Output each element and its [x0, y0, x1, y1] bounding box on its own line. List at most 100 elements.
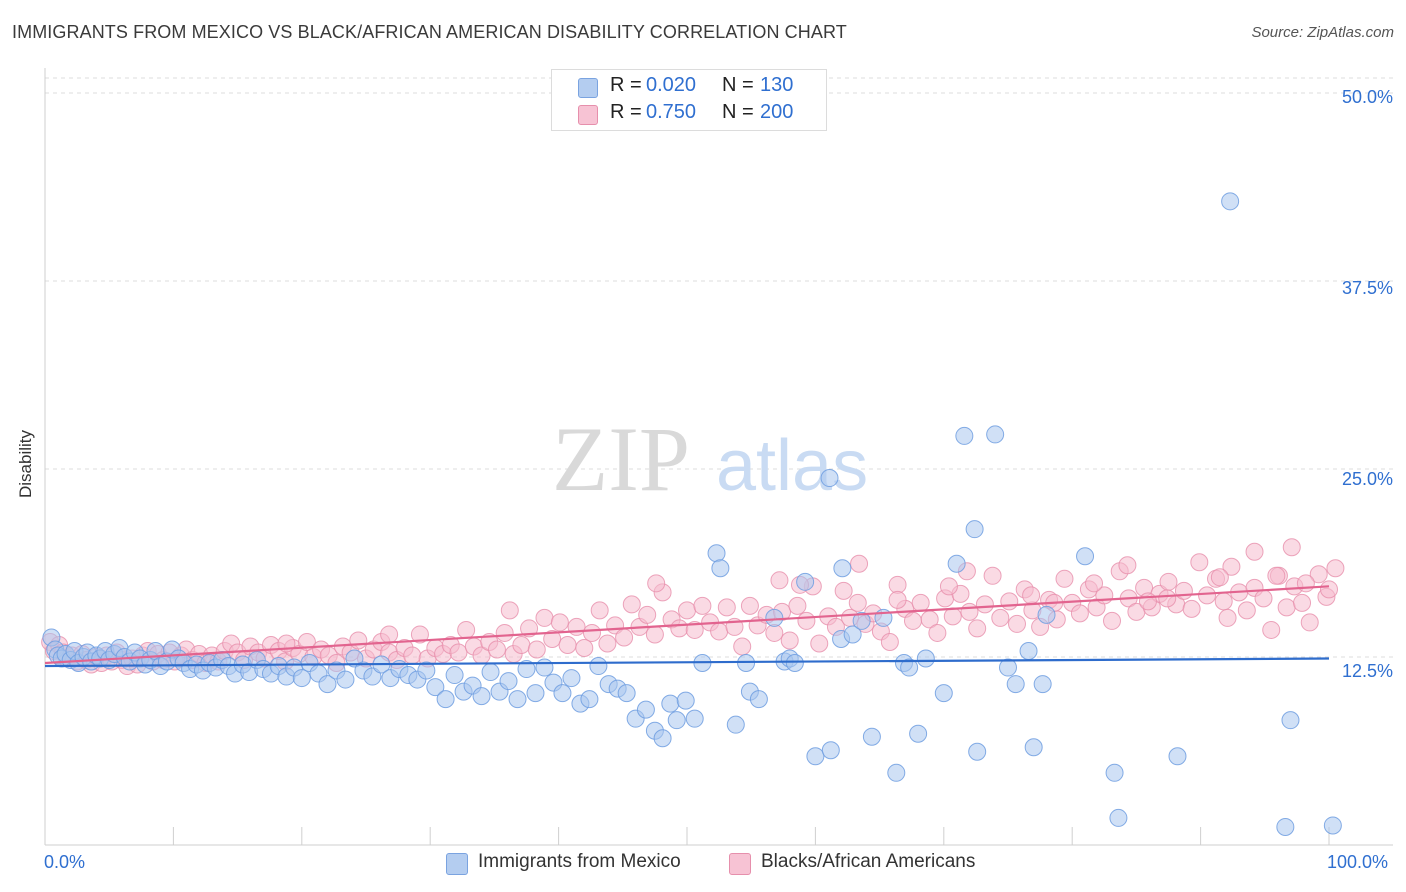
data-point-pink: [850, 554, 869, 573]
data-point-pink: [939, 577, 958, 596]
data-point-pink: [788, 596, 807, 615]
data-point-pink: [645, 625, 664, 644]
data-point-blue: [916, 649, 935, 668]
legend-n-value: 130: [760, 74, 794, 96]
data-point-pink: [780, 631, 799, 650]
trend-lines: [44, 585, 1330, 668]
data-point-blue: [749, 690, 768, 709]
data-point-pink: [527, 640, 546, 659]
data-point-pink: [500, 601, 519, 620]
data-point-pink: [1007, 614, 1026, 633]
bottom-legend-blue: Immigrants from Mexico: [446, 851, 706, 877]
data-point-pink: [1055, 569, 1074, 588]
data-point-blue: [685, 709, 704, 728]
data-point-blue: [508, 690, 527, 709]
legend-swatch-pink: [578, 105, 598, 125]
data-point-blue: [821, 741, 840, 760]
data-point-blue: [676, 691, 695, 710]
data-point-blue: [909, 724, 928, 743]
data-point-pink: [1159, 572, 1178, 591]
data-point-pink: [1085, 574, 1104, 593]
data-point-pink: [1210, 568, 1229, 587]
x-tick-label-min: 0.0%: [44, 852, 86, 872]
data-point-pink: [797, 611, 816, 630]
data-point-pink: [710, 622, 729, 641]
data-point-pink: [983, 566, 1002, 585]
data-point-pink: [638, 605, 657, 624]
data-point-blue: [947, 554, 966, 573]
data-point-blue: [580, 690, 599, 709]
data-point-pink: [1296, 574, 1315, 593]
source-label: Source: ZipAtlas.com: [1251, 24, 1394, 41]
data-point-pink: [1218, 608, 1237, 627]
legend: R = 0.020 N = 130 R = 0.750 N = 200: [551, 69, 827, 131]
data-point-blue: [785, 654, 804, 673]
data-point-blue: [934, 684, 953, 703]
legend-r-label: R =: [610, 101, 642, 123]
data-point-blue: [1109, 808, 1128, 827]
legend-r-value: 0.750: [646, 101, 697, 123]
data-point-blue: [499, 672, 518, 691]
data-point-blue: [1281, 711, 1300, 730]
data-point-pink: [903, 611, 922, 630]
data-point-blue: [1276, 817, 1295, 836]
y-tick-label: 50.0%: [1341, 87, 1393, 107]
axes: [44, 68, 1393, 846]
data-point-pink: [888, 575, 907, 594]
data-point-blue: [661, 694, 680, 713]
data-point-pink: [740, 596, 759, 615]
legend-n-value: 200: [760, 101, 794, 123]
data-point-blue: [436, 690, 455, 709]
data-point-blue: [843, 625, 862, 644]
data-point-pink: [598, 634, 617, 653]
bottom-legend-label-pink: Blacks/African Americans: [761, 851, 976, 872]
blue-series-points: [42, 192, 1342, 836]
watermark: ZIP atlas: [552, 408, 868, 510]
data-point-blue: [636, 700, 655, 719]
data-point-pink: [1103, 611, 1122, 630]
bottom-legend-swatch-pink: [729, 853, 751, 875]
data-point-pink: [457, 620, 476, 639]
data-point-pink: [1237, 601, 1256, 620]
data-point-pink: [449, 643, 468, 662]
data-point-pink: [349, 631, 368, 650]
data-point-pink: [622, 595, 641, 614]
data-point-blue: [417, 661, 436, 680]
data-point-pink: [1158, 589, 1177, 608]
data-point-blue: [887, 763, 906, 782]
data-point-blue: [426, 678, 445, 697]
chart-title: IMMIGRANTS FROM MEXICO VS BLACK/AFRICAN …: [12, 22, 847, 42]
data-point-blue: [667, 711, 686, 730]
data-point-blue: [833, 559, 852, 578]
y-axis-label-wrap: Disability: [16, 430, 36, 598]
y-tick-label: 25.0%: [1341, 469, 1393, 489]
data-point-blue: [820, 469, 839, 488]
data-point-pink: [535, 608, 554, 627]
data-point-blue: [1006, 675, 1025, 694]
data-point-pink: [693, 596, 712, 615]
legend-swatch-blue: [578, 78, 598, 98]
data-point-pink: [495, 623, 514, 642]
data-point-pink: [1190, 553, 1209, 572]
data-point-pink: [1300, 613, 1319, 632]
data-point-pink: [575, 638, 594, 657]
data-point-blue: [806, 747, 825, 766]
data-point-pink: [911, 593, 930, 612]
data-point-blue: [336, 670, 355, 689]
data-point-pink: [1277, 598, 1296, 617]
data-point-pink: [647, 574, 666, 593]
data-point-pink: [968, 619, 987, 638]
data-point-pink: [765, 623, 784, 642]
data-point-blue: [589, 657, 608, 676]
data-point-pink: [1254, 589, 1273, 608]
y-axis-label: Disability: [16, 429, 35, 498]
data-point-pink: [943, 607, 962, 626]
data-point-pink: [1293, 593, 1312, 612]
data-point-pink: [733, 637, 752, 656]
data-point-pink: [403, 646, 422, 665]
data-point-blue: [796, 572, 815, 591]
data-point-pink: [834, 581, 853, 600]
data-point-blue: [765, 608, 784, 627]
data-point-pink: [567, 617, 586, 636]
x-tick-label-max: 100.0%: [1327, 852, 1389, 872]
